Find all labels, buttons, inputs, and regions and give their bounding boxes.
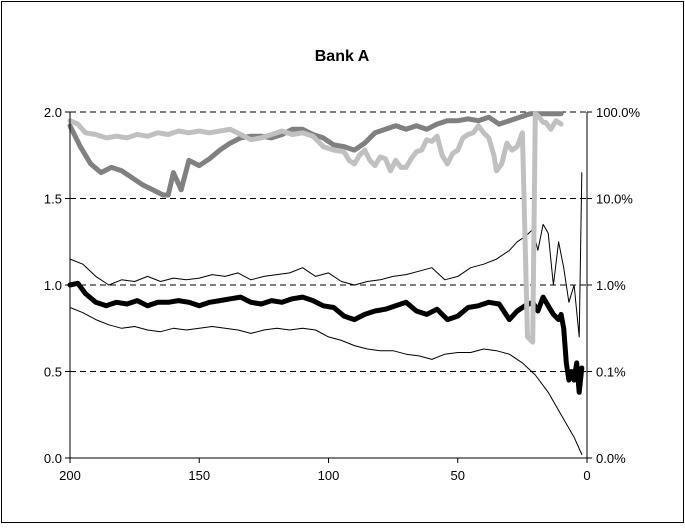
y-tick-label-3: 1.5	[44, 192, 62, 207]
y-tick-label-0: 0.0	[44, 451, 62, 466]
series-line-3	[67, 280, 585, 395]
x-tick-label-4: 0	[583, 468, 590, 483]
y2-tick-label-2: 1.0%	[596, 278, 626, 293]
y-tick-label-4: 2.0	[44, 105, 62, 120]
x-tick-label-3: 50	[451, 468, 465, 483]
x-tick-label-1: 150	[188, 468, 210, 483]
series-layer	[67, 111, 585, 455]
y2-tick-label-4: 100.0%	[596, 105, 641, 120]
series-line-2	[69, 307, 583, 455]
chart-title: Bank A	[315, 48, 370, 65]
gridlines	[70, 111, 587, 372]
axes	[65, 111, 592, 463]
y2-tick-label-3: 10.0%	[596, 192, 633, 207]
y-tick-label-2: 1.0	[44, 278, 62, 293]
y-tick-label-1: 0.5	[44, 365, 62, 380]
y2-tick-label-0: 0.0%	[596, 451, 626, 466]
tick-labels: 0.0 0.5 1.0 1.5 2.0 0.0% 0.1% 1.0% 10.0% 100.0% 20…	[44, 105, 641, 483]
series-line-5	[67, 111, 564, 345]
y2-tick-label-1: 0.1%	[596, 365, 626, 380]
series-line-1	[69, 172, 583, 338]
x-tick-label-2: 100	[318, 468, 340, 483]
x-tick-label-0: 200	[59, 468, 81, 483]
